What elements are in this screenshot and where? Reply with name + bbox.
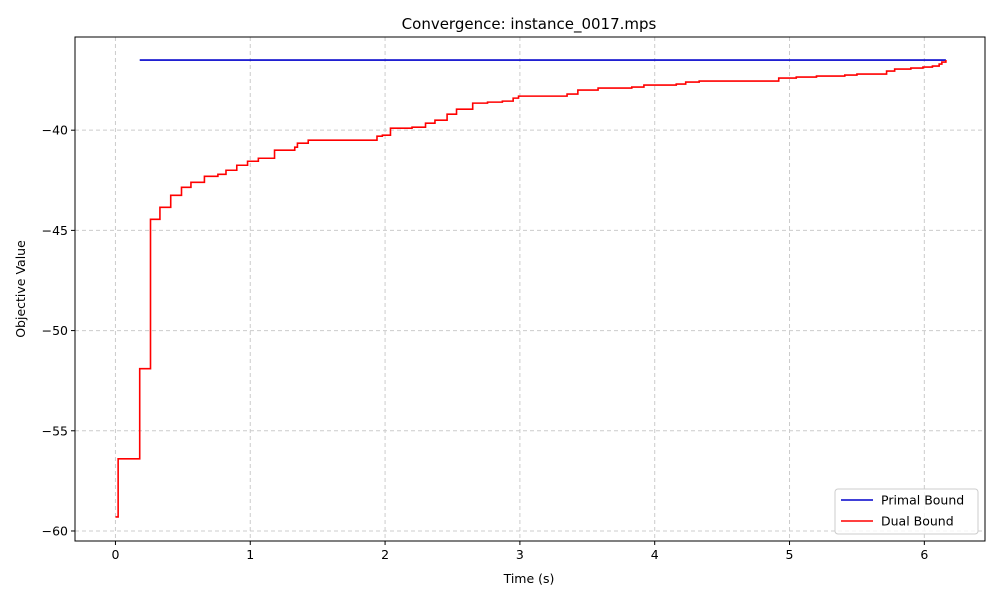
plot-frame xyxy=(74,36,986,542)
y-tick-label: −40 xyxy=(42,123,68,138)
x-tick-label: 4 xyxy=(651,547,659,562)
chart-title: Convergence: instance_0017.mps xyxy=(402,15,657,34)
y-tick-label: −45 xyxy=(42,223,68,238)
x-tick-label: 2 xyxy=(381,547,389,562)
y-axis-label: Objective Value xyxy=(13,240,28,338)
legend-label-primal-bound: Primal Bound xyxy=(881,493,964,508)
x-axis-label: Time (s) xyxy=(503,571,555,586)
y-axis-ticks: −60 −55 −50 −45 −40 xyxy=(42,123,75,538)
x-tick-label: 1 xyxy=(246,547,254,562)
series-line-dual-bound xyxy=(115,60,947,518)
y-tick-label: −55 xyxy=(42,423,68,438)
grid xyxy=(75,37,985,541)
x-tick-label: 5 xyxy=(786,547,794,562)
y-tick-label: −50 xyxy=(42,323,68,338)
x-tick-label: 0 xyxy=(111,547,119,562)
legend: Primal Bound Dual Bound xyxy=(834,488,979,535)
y-tick-label: −60 xyxy=(42,523,68,538)
legend-label-dual-bound: Dual Bound xyxy=(881,514,954,529)
series-layer xyxy=(115,59,947,518)
x-axis-ticks: 0 1 2 3 4 5 6 xyxy=(111,541,928,562)
x-tick-label: 6 xyxy=(920,547,928,562)
x-tick-label: 3 xyxy=(516,547,524,562)
